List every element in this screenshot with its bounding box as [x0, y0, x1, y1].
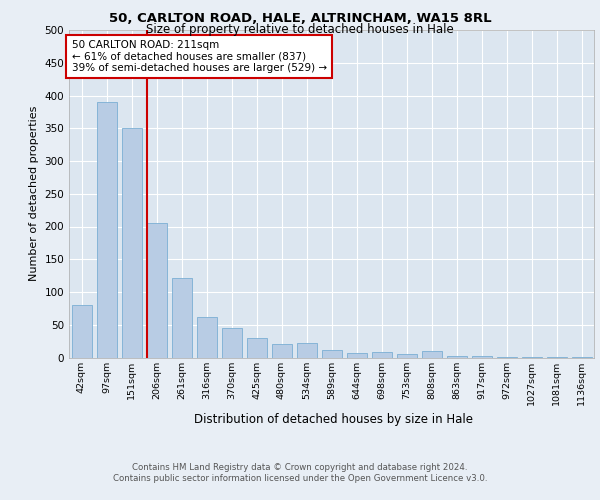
Bar [197, 317, 217, 358]
Bar [547, 357, 566, 358]
Text: 50, CARLTON ROAD, HALE, ALTRINCHAM, WA15 8RL: 50, CARLTON ROAD, HALE, ALTRINCHAM, WA15… [109, 12, 491, 26]
Y-axis label: Number of detached properties: Number of detached properties [29, 106, 39, 282]
Bar [421, 351, 442, 358]
Bar [521, 357, 542, 358]
Bar [397, 354, 416, 358]
Bar [271, 344, 292, 358]
Bar [571, 357, 592, 358]
Bar [221, 328, 241, 358]
Bar [247, 338, 266, 357]
Bar [146, 223, 167, 358]
Text: Contains public sector information licensed under the Open Government Licence v3: Contains public sector information licen… [113, 474, 487, 483]
Bar [472, 356, 491, 358]
Text: Size of property relative to detached houses in Hale: Size of property relative to detached ho… [146, 22, 454, 36]
Bar [296, 343, 317, 357]
Bar [371, 352, 392, 358]
Text: 50 CARLTON ROAD: 211sqm
← 61% of detached houses are smaller (837)
39% of semi-d: 50 CARLTON ROAD: 211sqm ← 61% of detache… [71, 40, 327, 73]
Bar [322, 350, 341, 358]
Text: Distribution of detached houses by size in Hale: Distribution of detached houses by size … [194, 412, 473, 426]
Bar [71, 305, 91, 358]
Bar [347, 353, 367, 358]
Bar [121, 128, 142, 358]
Bar [172, 278, 191, 357]
Text: Contains HM Land Registry data © Crown copyright and database right 2024.: Contains HM Land Registry data © Crown c… [132, 462, 468, 471]
Bar [497, 357, 517, 358]
Bar [446, 356, 467, 358]
Bar [97, 102, 116, 358]
